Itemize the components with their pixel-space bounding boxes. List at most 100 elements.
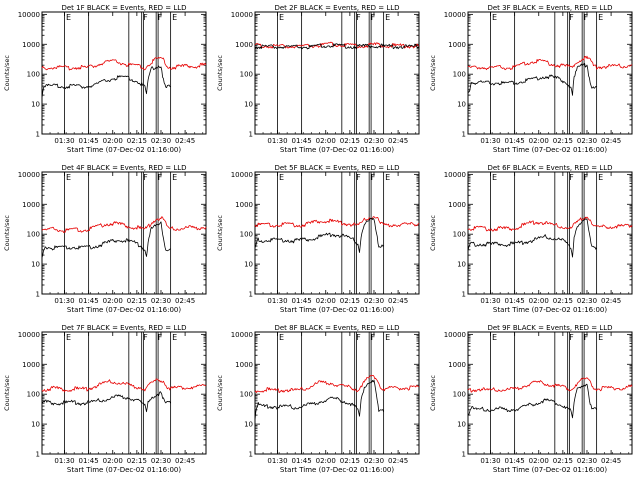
x-axis-label: Start Time (07-Dec-02 01:16:00) [280,466,394,474]
plot-frame [254,11,420,135]
plot-frame [254,331,420,455]
y-tick-label: 10 [31,421,40,429]
y-axis-label: Counts/sec [216,215,224,251]
y-tick-label: 10000 [18,171,40,179]
x-tick-label: 01:45 [79,457,99,465]
x-tick-label: 02:45 [388,297,408,305]
events-series-line [41,391,171,413]
y-tick-label: 1 [36,451,40,459]
x-tick-label: 01:30 [480,137,500,145]
x-tick-label: 02:15 [553,297,573,305]
event-marker-label: F [158,13,163,22]
x-tick-label: 02:45 [388,137,408,145]
event-marker-label: F [143,173,148,182]
x-tick-label: 01:30 [480,297,500,305]
y-tick-label: 100 [453,71,466,79]
y-tick-label: 1 [249,451,253,459]
chart-title: Det 1F BLACK = Events, RED = LLD [61,4,186,12]
chart-title: Det 9F BLACK = Events, RED = LLD [487,324,612,332]
y-tick-label: 10000 [231,11,253,19]
plot-frame [467,11,633,135]
chart-panel-8: Det 8F BLACK = Events, RED = LLD 1 10 100 10… [216,324,420,474]
y-tick-label: 1 [249,131,253,139]
y-tick-label: 1000 [235,201,253,209]
event-marker-label: E [492,13,497,22]
y-tick-label: 10000 [231,331,253,339]
lld-series-line [468,216,633,232]
x-tick-label: 02:00 [529,457,549,465]
chart-title: Det 5F BLACK = Events, RED = LLD [274,164,399,172]
y-axis-label: Counts/sec [429,375,437,411]
lld-series-line [467,55,633,71]
y-tick-label: 10 [457,261,466,269]
y-tick-label: 100 [27,231,40,239]
y-tick-label: 10 [31,101,40,109]
lld-series-line [41,378,207,393]
x-tick-label: 02:15 [340,457,360,465]
x-axis-label: Start Time (07-Dec-02 01:16:00) [493,466,607,474]
events-series-line [41,65,171,99]
y-tick-label: 1 [36,131,40,139]
y-tick-label: 1000 [235,41,253,49]
event-marker-label: F [143,333,148,342]
chart-title: Det 4F BLACK = Events, RED = LLD [61,164,186,172]
chart-panel-6: Det 6F BLACK = Events, RED = LLD 1 10 100 10… [429,164,633,314]
chart-title: Det 8F BLACK = Events, RED = LLD [274,324,399,332]
chart-title: Det 2F BLACK = Events, RED = LLD [274,4,399,12]
x-tick-label: 02:00 [529,297,549,305]
x-tick-label: 02:45 [388,457,408,465]
x-tick-label: 01:30 [267,297,287,305]
events-series-line [467,218,597,258]
y-tick-label: 100 [27,71,40,79]
x-axis-label: Start Time (07-Dec-02 01:16:00) [67,466,181,474]
lld-series-line [254,375,420,393]
y-tick-label: 1 [462,291,466,299]
y-tick-label: 10000 [231,171,253,179]
y-tick-label: 1000 [448,41,466,49]
x-tick-label: 02:15 [340,297,360,305]
events-series-line [467,383,597,419]
event-marker-label: F [356,13,361,22]
x-tick-label: 02:30 [364,457,384,465]
y-tick-label: 1000 [448,361,466,369]
y-tick-label: 1 [36,291,40,299]
x-tick-label: 02:30 [364,297,384,305]
x-tick-label: 01:45 [505,137,525,145]
y-tick-label: 100 [240,71,253,79]
event-marker-label: F [569,333,574,342]
x-axis-label: Start Time (07-Dec-02 01:16:00) [67,306,181,314]
x-tick-label: 02:45 [601,297,621,305]
chart-panel-4: Det 4F BLACK = Events, RED = LLD 1 10 100 10… [3,164,207,314]
event-marker-label: E [172,333,177,342]
lld-series-line [254,216,420,228]
x-tick-label: 02:30 [364,137,384,145]
event-marker-label: F [356,333,361,342]
chart-panel-5: Det 5F BLACK = Events, RED = LLD 1 10 100 10… [216,164,420,314]
x-tick-label: 02:15 [553,137,573,145]
event-marker-label: E [66,333,71,342]
x-tick-label: 02:00 [316,297,336,305]
events-series-line [254,217,384,253]
plot-frame [254,171,420,295]
lld-series-line [254,41,419,49]
y-tick-label: 10000 [444,11,466,19]
chart-title: Det 3F BLACK = Events, RED = LLD [487,4,612,12]
x-tick-label: 02:00 [103,457,123,465]
y-tick-label: 1000 [235,361,253,369]
plot-frame [467,331,633,455]
y-tick-label: 10 [244,261,253,269]
x-tick-label: 02:30 [577,457,597,465]
x-tick-label: 01:30 [54,297,74,305]
x-axis-label: Start Time (07-Dec-02 01:16:00) [493,146,607,154]
x-tick-label: 02:15 [340,137,360,145]
y-tick-label: 100 [27,391,40,399]
x-tick-label: 02:45 [175,297,195,305]
chart-panel-2: Det 2F BLACK = Events, RED = LLD 1 10 100 10… [216,4,420,154]
x-tick-label: 01:45 [292,297,312,305]
event-marker-label: E [598,333,603,342]
x-tick-label: 01:45 [79,137,99,145]
x-tick-label: 02:45 [175,457,195,465]
plot-frame [41,171,207,295]
chart-panel-9: Det 9F BLACK = Events, RED = LLD 1 10 100 10… [429,324,633,474]
